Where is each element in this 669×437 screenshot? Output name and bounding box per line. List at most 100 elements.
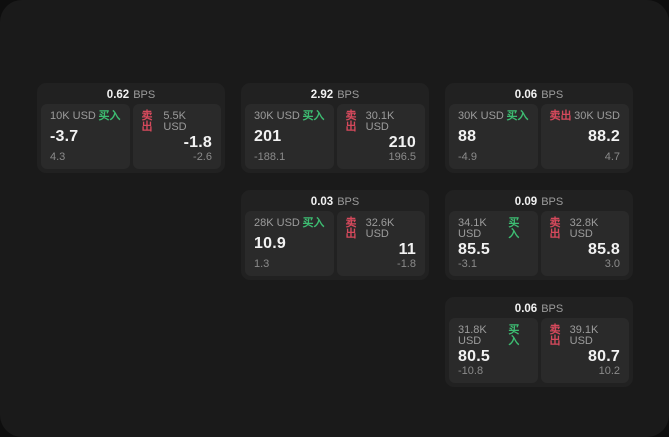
bps-value: 0.06 [514, 302, 538, 315]
buy-tile[interactable]: 28K USD 买入 10.9 1.3 [245, 211, 334, 276]
bps-unit-label: BPS [337, 196, 360, 208]
bps-unit-label: BPS [541, 196, 564, 208]
quote-card: 0.06 BPS 31.8K USD 买入 80.5 -10.8 卖出 39.1… [445, 297, 633, 387]
card-header: 0.06 BPS [449, 301, 629, 318]
buy-label: 买入 [508, 324, 520, 347]
sell-delta: 3.0 [604, 258, 620, 270]
sell-label: 卖出 [549, 217, 561, 240]
sell-size: 32.8K USD [569, 217, 599, 240]
sell-size: 30K USD [574, 110, 620, 122]
sell-tile[interactable]: 卖出 39.1K USD 80.7 10.2 [540, 318, 629, 383]
sell-delta: -1.8 [397, 258, 416, 270]
buy-label: 买入 [506, 110, 529, 122]
sell-label: 卖出 [141, 110, 153, 133]
card-grid: 0.62 BPS 10K USD 买入 -3.7 4.3 卖出 5.5K USD… [37, 83, 633, 387]
card-header: 2.92 BPS [245, 87, 425, 104]
quote-tiles: 31.8K USD 买入 80.5 -10.8 卖出 39.1K USD 80.… [449, 318, 629, 383]
quote-tiles: 10K USD 买入 -3.7 4.3 卖出 5.5K USD -1.8 -2.… [41, 104, 221, 169]
sell-tile[interactable]: 卖出 30.1K USD 210 196.5 [336, 104, 425, 169]
quote-tiles: 34.1K USD 买入 85.5 -3.1 卖出 32.8K USD 85.8… [449, 211, 629, 276]
bps-value: 2.92 [310, 88, 334, 101]
bps-value: 0.09 [514, 195, 538, 208]
sell-price: 85.8 [588, 240, 620, 258]
quote-card: 0.62 BPS 10K USD 买入 -3.7 4.3 卖出 5.5K USD… [37, 83, 225, 173]
buy-delta: 4.3 [50, 151, 66, 163]
bps-unit-label: BPS [541, 89, 564, 101]
bps-unit-label: BPS [337, 89, 360, 101]
bps-value: 0.62 [106, 88, 130, 101]
buy-tile[interactable]: 10K USD 买入 -3.7 4.3 [41, 104, 130, 169]
quote-card: 0.03 BPS 28K USD 买入 10.9 1.3 卖出 32.6K US… [241, 190, 429, 280]
sell-label: 卖出 [549, 110, 572, 122]
sell-size: 5.5K USD [163, 110, 187, 133]
buy-tile-header: 30K USD 买入 [254, 111, 325, 122]
buy-tile[interactable]: 30K USD 买入 88 -4.9 [449, 104, 538, 169]
buy-delta: -3.1 [458, 258, 477, 270]
buy-size: 10K USD [50, 110, 96, 122]
sell-price: -1.8 [183, 133, 212, 151]
sell-tile-header: 卖出 39.1K USD [550, 325, 621, 347]
sell-tile-header: 卖出 5.5K USD [142, 111, 213, 133]
buy-delta: -188.1 [254, 151, 286, 163]
sell-price: 11 [398, 240, 416, 258]
sell-tile[interactable]: 卖出 30K USD 88.2 4.7 [540, 104, 629, 169]
sell-size: 32.6K USD [365, 217, 395, 240]
buy-size: 28K USD [254, 217, 300, 229]
buy-price: 201 [254, 128, 282, 145]
buy-tile[interactable]: 34.1K USD 买入 85.5 -3.1 [449, 211, 538, 276]
quote-tiles: 30K USD 买入 201 -188.1 卖出 30.1K USD 210 1… [245, 104, 425, 169]
sell-size: 39.1K USD [569, 324, 599, 347]
sell-tile[interactable]: 卖出 5.5K USD -1.8 -2.6 [132, 104, 221, 169]
buy-tile-header: 30K USD 买入 [458, 111, 529, 122]
buy-tile[interactable]: 30K USD 买入 201 -188.1 [245, 104, 334, 169]
buy-label: 买入 [98, 110, 121, 122]
buy-size: 31.8K USD [458, 324, 487, 347]
buy-tile-header: 28K USD 买入 [254, 218, 325, 229]
card-header: 0.09 BPS [449, 194, 629, 211]
buy-size: 30K USD [254, 110, 300, 122]
sell-tile-header: 卖出 32.6K USD [346, 218, 417, 240]
buy-size: 30K USD [458, 110, 504, 122]
sell-tile[interactable]: 卖出 32.8K USD 85.8 3.0 [540, 211, 629, 276]
buy-label: 买入 [302, 217, 325, 229]
bps-unit-label: BPS [541, 303, 564, 315]
sell-tile-header: 卖出 30.1K USD [346, 111, 417, 133]
sell-price: 80.7 [588, 347, 620, 365]
buy-delta: 1.3 [254, 258, 270, 270]
buy-price: 80.5 [458, 347, 490, 365]
sell-delta: -2.6 [193, 151, 212, 163]
sell-delta: 10.2 [598, 365, 620, 377]
sell-tile-header: 卖出 30K USD [550, 111, 621, 122]
buy-label: 买入 [508, 217, 520, 240]
card-header: 0.03 BPS [245, 194, 425, 211]
buy-label: 买入 [302, 110, 325, 122]
sell-delta: 196.5 [388, 151, 416, 163]
sell-label: 卖出 [549, 324, 561, 347]
sell-tile-header: 卖出 32.8K USD [550, 218, 621, 240]
quote-card: 0.06 BPS 30K USD 买入 88 -4.9 卖出 30K USD 8… [445, 83, 633, 173]
bps-value: 0.03 [310, 195, 334, 208]
sell-price: 210 [388, 133, 416, 151]
buy-delta: -10.8 [458, 365, 484, 377]
card-header: 0.62 BPS [41, 87, 221, 104]
sell-tile[interactable]: 卖出 32.6K USD 11 -1.8 [336, 211, 425, 276]
buy-tile-header: 34.1K USD 买入 [458, 218, 529, 240]
sell-label: 卖出 [345, 217, 357, 240]
quote-tiles: 28K USD 买入 10.9 1.3 卖出 32.6K USD 11 -1.8 [245, 211, 425, 276]
sell-size: 30.1K USD [365, 110, 395, 133]
buy-tile-header: 10K USD 买入 [50, 111, 121, 122]
buy-price: 85.5 [458, 240, 490, 258]
sell-delta: 4.7 [604, 151, 620, 163]
quote-card: 2.92 BPS 30K USD 买入 201 -188.1 卖出 30.1K … [241, 83, 429, 173]
bps-unit-label: BPS [133, 89, 156, 101]
buy-delta: -4.9 [458, 151, 477, 163]
bps-value: 0.06 [514, 88, 538, 101]
buy-tile[interactable]: 31.8K USD 买入 80.5 -10.8 [449, 318, 538, 383]
card-header: 0.06 BPS [449, 87, 629, 104]
quote-card: 0.09 BPS 34.1K USD 买入 85.5 -3.1 卖出 32.8K… [445, 190, 633, 280]
buy-tile-header: 31.8K USD 买入 [458, 325, 529, 347]
buy-price: 10.9 [254, 235, 286, 252]
buy-price: 88 [458, 128, 477, 145]
buy-price: -3.7 [50, 128, 79, 145]
